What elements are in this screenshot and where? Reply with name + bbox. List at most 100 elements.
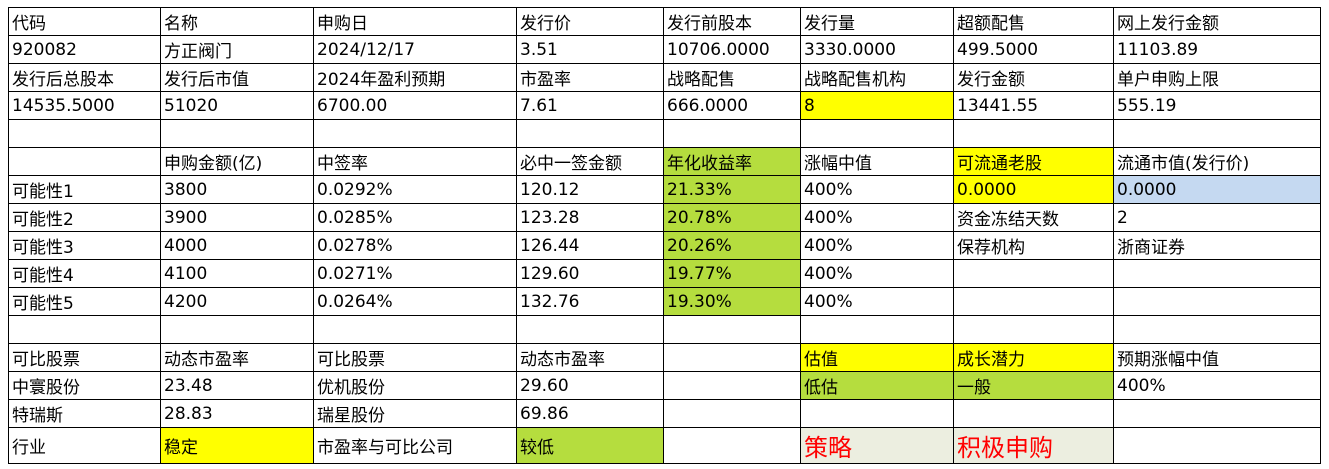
cell-r2-c6[interactable]: 3330.0000	[800, 35, 954, 64]
cell-r4-c2[interactable]: 51020	[160, 91, 314, 120]
cell-r8-c1[interactable]: 可能性2	[8, 203, 161, 232]
cell-r15-c8[interactable]	[1113, 399, 1321, 428]
cell-r1-c8[interactable]: 网上发行金额	[1113, 7, 1321, 36]
cell-r7-c2[interactable]: 3800	[160, 175, 314, 204]
cell-r5-c7[interactable]	[953, 119, 1114, 148]
cell-r15-c1[interactable]: 特瑞斯	[8, 399, 161, 428]
cell-r14-c3[interactable]: 优机股份	[313, 371, 517, 400]
cell-r1-c3[interactable]: 申购日	[313, 7, 517, 36]
cell-r10-c1[interactable]: 可能性4	[8, 259, 161, 288]
cell-r5-c3[interactable]	[313, 119, 517, 148]
cell-r3-c3[interactable]: 2024年盈利预期	[313, 63, 517, 92]
cell-r13-c1[interactable]: 可比股票	[8, 343, 161, 372]
cell-r16-c6[interactable]: 策略	[800, 427, 954, 464]
cell-r7-c1[interactable]: 可能性1	[8, 175, 161, 204]
cell-r9-c4[interactable]: 126.44	[516, 231, 664, 260]
cell-r3-c1[interactable]: 发行后总股本	[8, 63, 161, 92]
cell-r8-c8[interactable]: 2	[1113, 203, 1321, 232]
cell-r8-c5[interactable]: 20.78%	[663, 203, 801, 232]
cell-r4-c6[interactable]: 8	[800, 91, 954, 120]
cell-r9-c7[interactable]: 保荐机构	[953, 231, 1114, 260]
cell-r5-c6[interactable]	[800, 119, 954, 148]
cell-r12-c6[interactable]	[800, 315, 954, 344]
cell-r5-c8[interactable]	[1113, 119, 1321, 148]
cell-r3-c4[interactable]: 市盈率	[516, 63, 664, 92]
cell-r4-c5[interactable]: 666.0000	[663, 91, 801, 120]
cell-r9-c3[interactable]: 0.0278%	[313, 231, 517, 260]
cell-r13-c6[interactable]: 估值	[800, 343, 954, 372]
cell-r15-c5[interactable]	[663, 399, 801, 428]
cell-r4-c7[interactable]: 13441.55	[953, 91, 1114, 120]
cell-r12-c1[interactable]	[8, 315, 161, 344]
cell-r13-c8[interactable]: 预期涨幅中值	[1113, 343, 1321, 372]
cell-r16-c5[interactable]	[663, 427, 801, 464]
cell-r12-c7[interactable]	[953, 315, 1114, 344]
cell-r16-c7[interactable]: 积极申购	[953, 427, 1114, 464]
cell-r8-c7[interactable]: 资金冻结天数	[953, 203, 1114, 232]
cell-r12-c2[interactable]	[160, 315, 314, 344]
cell-r2-c7[interactable]: 499.5000	[953, 35, 1114, 64]
cell-r8-c2[interactable]: 3900	[160, 203, 314, 232]
cell-r10-c7[interactable]	[953, 259, 1114, 288]
cell-r14-c2[interactable]: 23.48	[160, 371, 314, 400]
cell-r4-c8[interactable]: 555.19	[1113, 91, 1321, 120]
cell-r15-c2[interactable]: 28.83	[160, 399, 314, 428]
cell-r13-c3[interactable]: 可比股票	[313, 343, 517, 372]
cell-r16-c3[interactable]: 市盈率与可比公司	[313, 427, 517, 464]
cell-r9-c5[interactable]: 20.26%	[663, 231, 801, 260]
cell-r5-c2[interactable]	[160, 119, 314, 148]
cell-r2-c1[interactable]: 920082	[8, 35, 161, 64]
cell-r3-c2[interactable]: 发行后市值	[160, 63, 314, 92]
cell-r2-c2[interactable]: 方正阀门	[160, 35, 314, 64]
cell-r11-c4[interactable]: 132.76	[516, 287, 664, 316]
cell-r3-c8[interactable]: 单户申购上限	[1113, 63, 1321, 92]
cell-r6-c5[interactable]: 年化收益率	[663, 147, 801, 176]
cell-r15-c6[interactable]	[800, 399, 954, 428]
cell-r11-c6[interactable]: 400%	[800, 287, 954, 316]
cell-r13-c2[interactable]: 动态市盈率	[160, 343, 314, 372]
cell-r9-c8[interactable]: 浙商证券	[1113, 231, 1321, 260]
cell-r1-c7[interactable]: 超额配售	[953, 7, 1114, 36]
cell-r6-c2[interactable]: 申购金额(亿)	[160, 147, 314, 176]
cell-r15-c7[interactable]	[953, 399, 1114, 428]
cell-r13-c5[interactable]	[663, 343, 801, 372]
cell-r6-c3[interactable]: 中签率	[313, 147, 517, 176]
cell-r15-c4[interactable]: 69.86	[516, 399, 664, 428]
cell-r6-c8[interactable]: 流通市值(发行价)	[1113, 147, 1321, 176]
cell-r11-c2[interactable]: 4200	[160, 287, 314, 316]
cell-r12-c8[interactable]	[1113, 315, 1321, 344]
cell-r15-c3[interactable]: 瑞星股份	[313, 399, 517, 428]
cell-r7-c7[interactable]: 0.0000	[953, 175, 1114, 204]
cell-r1-c1[interactable]: 代码	[8, 7, 161, 36]
cell-r14-c6[interactable]: 低估	[800, 371, 954, 400]
cell-r12-c3[interactable]	[313, 315, 517, 344]
cell-r3-c7[interactable]: 发行金额	[953, 63, 1114, 92]
cell-r14-c4[interactable]: 29.60	[516, 371, 664, 400]
cell-r13-c7[interactable]: 成长潜力	[953, 343, 1114, 372]
cell-r16-c4[interactable]: 较低	[516, 427, 664, 464]
cell-r2-c8[interactable]: 11103.89	[1113, 35, 1321, 64]
cell-r10-c6[interactable]: 400%	[800, 259, 954, 288]
cell-r1-c4[interactable]: 发行价	[516, 7, 664, 36]
cell-r6-c1[interactable]	[8, 147, 161, 176]
cell-r7-c4[interactable]: 120.12	[516, 175, 664, 204]
cell-r8-c6[interactable]: 400%	[800, 203, 954, 232]
cell-r12-c5[interactable]	[663, 315, 801, 344]
cell-r9-c2[interactable]: 4000	[160, 231, 314, 260]
cell-r10-c8[interactable]	[1113, 259, 1321, 288]
cell-r4-c4[interactable]: 7.61	[516, 91, 664, 120]
cell-r5-c5[interactable]	[663, 119, 801, 148]
cell-r16-c8[interactable]	[1113, 427, 1321, 464]
cell-r5-c4[interactable]	[516, 119, 664, 148]
cell-r5-c1[interactable]	[8, 119, 161, 148]
cell-r9-c1[interactable]: 可能性3	[8, 231, 161, 260]
cell-r8-c3[interactable]: 0.0285%	[313, 203, 517, 232]
cell-r6-c6[interactable]: 涨幅中值	[800, 147, 954, 176]
cell-r13-c4[interactable]: 动态市盈率	[516, 343, 664, 372]
cell-r11-c3[interactable]: 0.0264%	[313, 287, 517, 316]
cell-r10-c5[interactable]: 19.77%	[663, 259, 801, 288]
cell-r1-c6[interactable]: 发行量	[800, 7, 954, 36]
cell-r3-c6[interactable]: 战略配售机构	[800, 63, 954, 92]
cell-r7-c6[interactable]: 400%	[800, 175, 954, 204]
cell-r11-c7[interactable]	[953, 287, 1114, 316]
